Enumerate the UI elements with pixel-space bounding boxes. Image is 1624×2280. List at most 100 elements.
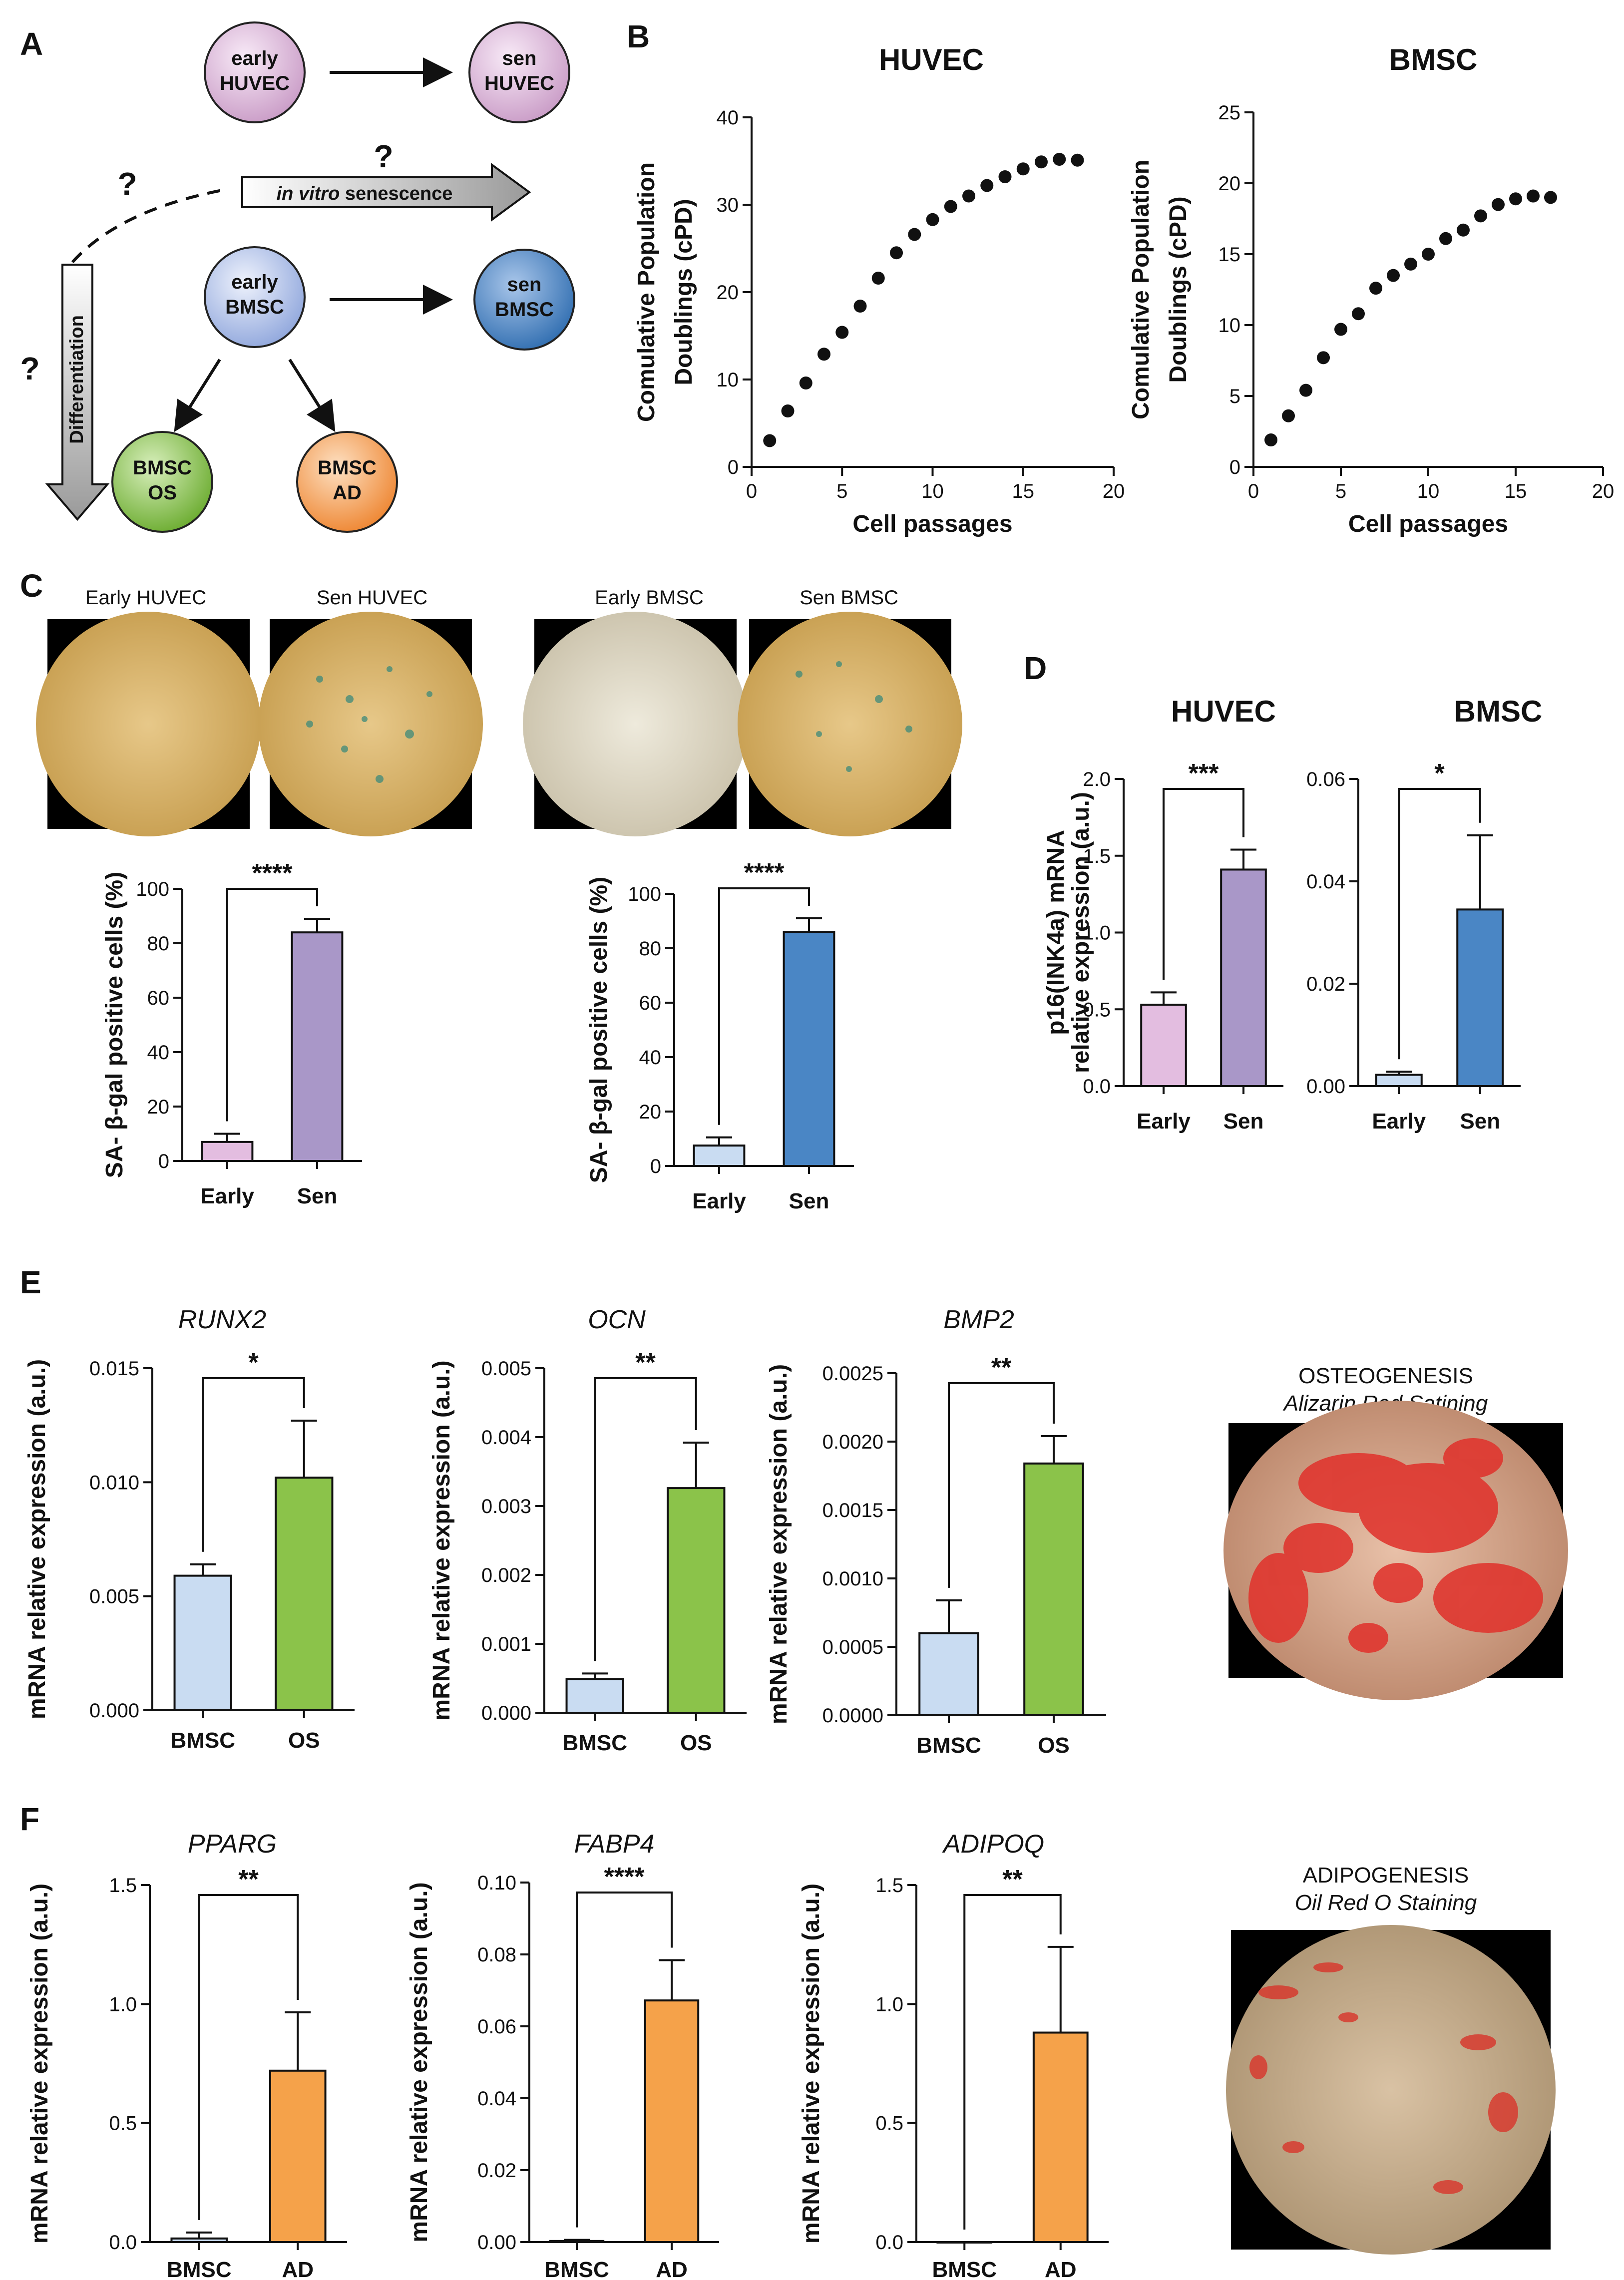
y-tick-label: 60 — [147, 987, 170, 1009]
significance-bracket — [198, 1894, 299, 2220]
x-tick-label: 20 — [1103, 480, 1125, 502]
y-tick-label: 0.003 — [481, 1496, 531, 1518]
y-tick-label: 0.0 — [875, 2232, 903, 2254]
y-tick-label: 0.5 — [109, 2113, 137, 2135]
y-axis-label: mRNA relative expression (a.u.) — [24, 1359, 50, 1719]
y-tick-label: 5 — [1229, 385, 1240, 407]
early-huvec-label-1: early — [231, 47, 278, 69]
chart-b1: 0 10 20 30 40 HUVEC Comulative Population Doubl… — [633, 43, 1125, 537]
significance-label: *** — [1189, 759, 1219, 788]
chart-e3: 0.0000 0.0005 0.0010 0.0015 0.0020 0.0025 BMP2… — [766, 1305, 1106, 1758]
y-tick-label: 0.002 — [481, 1564, 531, 1586]
gene-title: BMP2 — [943, 1305, 1014, 1334]
x-tick-label: 15 — [1505, 480, 1527, 502]
significance-label: **** — [744, 858, 785, 887]
x-category-label: OS — [680, 1731, 712, 1755]
x-tick-label: 10 — [921, 480, 944, 502]
differentiation-label: Differentiation — [66, 315, 87, 444]
data-point — [1016, 162, 1030, 176]
data-point — [1509, 192, 1522, 206]
early-bmsc-cell — [204, 246, 306, 348]
y-axis-label: mRNA relative expression (a.u.) — [766, 1364, 792, 1724]
y-tick-label: 20 — [147, 1096, 170, 1118]
gene-title: PPARG — [188, 1830, 277, 1859]
bar — [918, 1632, 979, 1717]
bmsc-ad-label-1: BMSC — [318, 457, 377, 479]
y-tick-label: 60 — [639, 992, 662, 1014]
chart-f3: 0.0 0.5 1.0 1.5 ADIPOQ mRNA relative expressi… — [798, 1830, 1109, 2280]
y-tick-label: 0.5 — [875, 2113, 903, 2135]
alizarin-red-deposits — [1248, 1438, 1543, 1653]
micrograph-oil-red-o — [1226, 1925, 1556, 2255]
bmsc-ad-label-2: AD — [333, 482, 362, 504]
x-tick-label: 5 — [836, 480, 847, 502]
bmsc-os-cell — [111, 431, 213, 533]
micrograph-row-c: Early HUVEC Sen HUVEC Early BMSC Sen BMS… — [36, 587, 962, 836]
x-category-label: Sen — [1460, 1109, 1500, 1134]
data-point — [1035, 155, 1048, 169]
x-category-label: AD — [282, 2258, 314, 2280]
x-tick-label: 10 — [1417, 480, 1440, 502]
differentiation-diagram: early HUVEC sen HUVEC ? ? ? in vitro sen… — [20, 21, 575, 533]
y-axis-label: relative expression (a.u.) — [1068, 792, 1094, 1073]
micrograph-subtitle: Oil Red O Staining — [1295, 1891, 1477, 1915]
y-tick-label: 40 — [147, 1042, 170, 1064]
data-point — [1282, 409, 1295, 422]
question-mark: ? — [20, 351, 39, 386]
micrograph-caption: Sen BMSC — [800, 587, 898, 609]
micrograph-caption: Early HUVEC — [85, 587, 206, 609]
x-category-label: Early — [1137, 1109, 1191, 1134]
y-tick-label: 1.0 — [1083, 922, 1111, 944]
significance-label: ** — [635, 1348, 656, 1377]
bar — [275, 1477, 334, 1711]
significance-label: **** — [604, 1863, 645, 1892]
y-tick-label: 0.10 — [477, 1872, 516, 1894]
data-point — [980, 179, 994, 192]
panel-label-a: A — [20, 26, 43, 62]
bar — [201, 1140, 254, 1162]
y-tick-label: 20 — [639, 1101, 662, 1123]
y-axis-label: Comulative Population — [633, 162, 660, 422]
data-point — [853, 300, 867, 313]
y-axis-label: SA- β-gal positive cells (%) — [586, 877, 612, 1183]
micrograph-caption: Sen HUVEC — [317, 587, 427, 609]
chart-e1: 0.000 0.005 0.010 0.015 RUNX2 mRNA relative e… — [24, 1305, 355, 1753]
y-axis-label: mRNA relative expression (a.u.) — [26, 1884, 53, 2244]
y-tick-label: 100 — [136, 878, 169, 900]
x-tick-label: 5 — [1335, 480, 1346, 502]
x-category-label: BMSC — [562, 1731, 627, 1755]
y-tick-label: 0.005 — [481, 1358, 531, 1380]
data-point — [1387, 269, 1400, 282]
panel-label-c: C — [20, 568, 43, 604]
micrograph-caption: Early BMSC — [595, 587, 704, 609]
gene-title: FABP4 — [574, 1830, 655, 1859]
y-tick-label: 0 — [728, 456, 739, 478]
y-tick-label: 0.06 — [477, 2016, 516, 2038]
data-point — [1299, 383, 1312, 397]
bar — [565, 1678, 624, 1714]
y-tick-label: 0.04 — [477, 2088, 516, 2110]
bar — [269, 2069, 327, 2243]
y-tick-label: 1.5 — [109, 1875, 137, 1897]
data-point — [1422, 248, 1435, 261]
x-tick-label: 20 — [1592, 480, 1615, 502]
data-point — [1317, 351, 1330, 365]
y-tick-label: 80 — [639, 938, 662, 960]
sa-beta-gal-stain — [796, 661, 912, 772]
panel-label-e: E — [20, 1264, 41, 1300]
bar — [693, 1144, 746, 1167]
early-huvec-cell — [204, 21, 306, 123]
differentiation-arrow — [45, 264, 110, 521]
y-tick-label: 20 — [1218, 173, 1241, 195]
bmsc-os-label-1: BMSC — [133, 457, 192, 479]
bar — [291, 931, 344, 1162]
question-mark: ? — [117, 166, 137, 202]
bar — [667, 1487, 726, 1714]
significance-label: ** — [238, 1865, 259, 1894]
significance-bracket — [1398, 788, 1481, 1060]
y-tick-label: 25 — [1218, 102, 1241, 124]
x-category-label: AD — [1045, 2258, 1077, 2280]
y-axis-label: Comulative Population — [1128, 160, 1154, 419]
early-bmsc-label-2: BMSC — [225, 296, 284, 318]
